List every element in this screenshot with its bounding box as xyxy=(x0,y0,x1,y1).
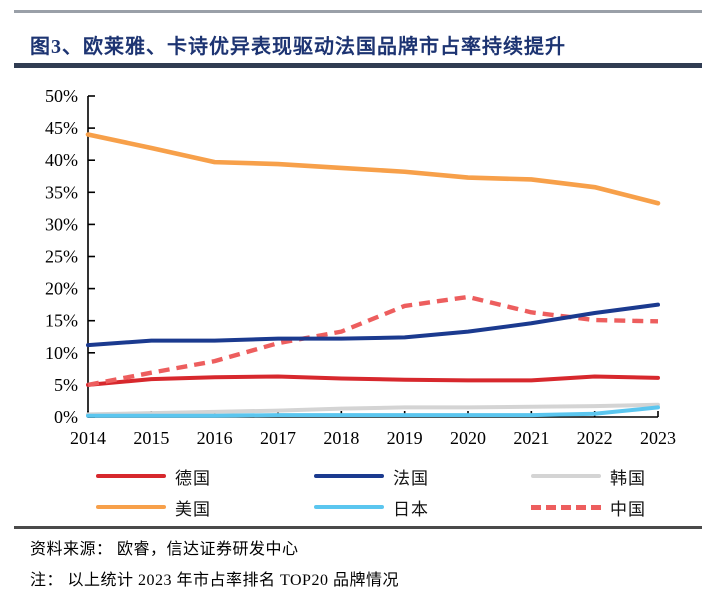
legend-item-china: 中国 xyxy=(531,495,696,519)
figure-title: 图3、欧莱雅、卡诗优异表现驱动法国品牌市占率持续提升 xyxy=(30,36,566,58)
x-tick-label: 2015 xyxy=(133,428,169,448)
figure-footer: 资料来源： 欧睿，信达证券研发中心 注： 以上统计 2023 年市占率排名 TO… xyxy=(30,535,690,597)
stat-note: 注： 以上统计 2023 年市占率排名 TOP20 品牌情况 xyxy=(30,572,399,589)
y-tick-label: 10% xyxy=(45,343,78,363)
legend-item-japan: 日本 xyxy=(314,495,531,519)
chart-legend: 德国 法国 韩国美国 日本 中国 xyxy=(96,464,696,519)
legend-label-japan: 日本 xyxy=(393,499,429,519)
x-tick-label: 2022 xyxy=(577,428,613,448)
legend-swatch-japan xyxy=(314,504,384,510)
x-tick-label: 2014 xyxy=(70,428,106,448)
y-tick-label: 35% xyxy=(45,182,78,202)
legend-item-germany: 德国 xyxy=(96,464,314,488)
series-line-germany xyxy=(86,374,660,387)
legend-label-france: 法国 xyxy=(393,468,429,488)
series-line-korea xyxy=(86,402,660,417)
legend-item-usa: 美国 xyxy=(96,495,314,519)
top-divider xyxy=(14,10,702,13)
y-tick-label: 25% xyxy=(45,247,78,267)
y-tick-label: 20% xyxy=(45,279,78,299)
source-note: 资料来源： 欧睿，信达证券研发中心 xyxy=(30,541,299,558)
legend-swatch-usa xyxy=(96,504,166,510)
legend-label-korea: 韩国 xyxy=(610,468,646,488)
title-divider xyxy=(14,63,702,68)
y-tick-label: 15% xyxy=(45,311,78,331)
x-tick-label: 2016 xyxy=(197,428,233,448)
x-tick-label: 2018 xyxy=(323,428,359,448)
x-tick-label: 2023 xyxy=(640,428,676,448)
y-tick-label: 0% xyxy=(54,407,78,427)
x-tick-label: 2019 xyxy=(387,428,423,448)
legend-swatch-china xyxy=(531,504,601,510)
legend-swatch-france xyxy=(314,473,384,479)
legend-label-china: 中国 xyxy=(610,499,646,519)
legend-swatch-germany xyxy=(96,473,166,479)
x-tick-label: 2020 xyxy=(450,428,486,448)
series-line-japan xyxy=(86,405,660,418)
y-tick-label: 5% xyxy=(54,375,78,395)
y-tick-label: 50% xyxy=(45,86,78,106)
x-tick-label: 2017 xyxy=(260,428,296,448)
y-tick-label: 30% xyxy=(45,214,78,234)
legend-label-usa: 美国 xyxy=(175,499,211,519)
legend-swatch-korea xyxy=(531,473,601,479)
footer-divider xyxy=(14,526,702,529)
series-line-france xyxy=(86,302,660,348)
x-tick-label: 2021 xyxy=(513,428,549,448)
legend-item-france: 法国 xyxy=(314,464,531,488)
y-tick-label: 45% xyxy=(45,118,78,138)
y-tick-label: 40% xyxy=(45,150,78,170)
series-line-usa xyxy=(85,132,661,206)
legend-item-korea: 韩国 xyxy=(531,464,696,488)
axes xyxy=(87,96,658,418)
legend-label-germany: 德国 xyxy=(175,468,211,488)
